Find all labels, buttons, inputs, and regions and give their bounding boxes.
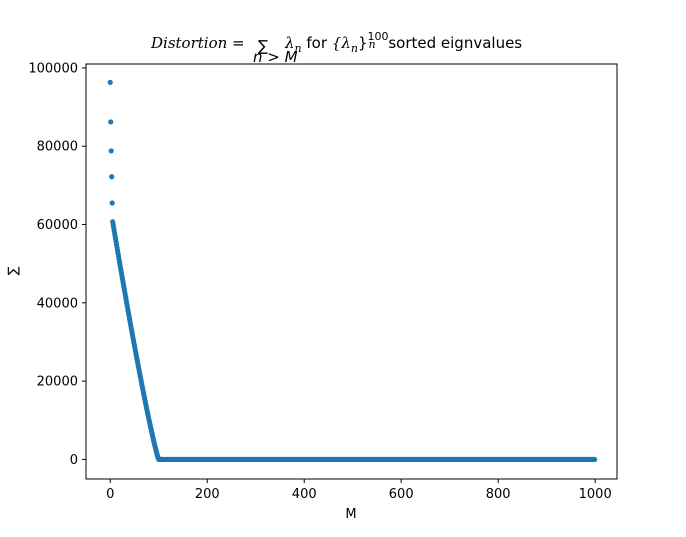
- title-sum-symbol: ∑: [258, 37, 268, 55]
- data-point: [108, 119, 114, 125]
- y-axis-label: ∑: [6, 266, 21, 275]
- title-sum-subscript: n > M: [253, 48, 298, 66]
- svg-text:Distortion =: Distortion =: [150, 34, 245, 52]
- data-point: [109, 200, 115, 206]
- plot-area: [85, 63, 618, 480]
- data-point: [592, 456, 598, 463]
- data-point: [107, 79, 113, 85]
- title-set-inner-sub: n: [351, 42, 358, 55]
- data-point: [108, 148, 114, 154]
- y-tick-label: 0: [70, 453, 78, 468]
- y-tick-label: 80000: [37, 140, 78, 155]
- x-tick-label: 400: [292, 487, 317, 502]
- x-axis-label: M: [345, 507, 356, 522]
- title-tail: sorted eignvalues: [384, 34, 523, 52]
- title-set-outer-sub: n: [368, 38, 375, 51]
- x-tick-label: 800: [486, 487, 511, 502]
- title-lhs: Distortion: [150, 34, 227, 52]
- x-tick-label: 1000: [579, 487, 612, 502]
- x-tick-label: 200: [195, 487, 220, 502]
- title-lambda: λ: [284, 34, 295, 52]
- title-set-close: }: [358, 34, 368, 52]
- y-tick-label: 60000: [37, 218, 78, 233]
- title-for: for: [302, 34, 332, 52]
- data-point: [109, 174, 115, 180]
- x-tick-label: 600: [389, 487, 414, 502]
- title-set-open: {λ: [332, 34, 351, 52]
- y-tick-label: 20000: [37, 375, 78, 390]
- x-tick-label: 0: [106, 487, 114, 502]
- y-tick-label: 40000: [37, 296, 78, 311]
- y-tick-label: 100000: [28, 61, 78, 76]
- title-set-sup: 100: [367, 30, 388, 43]
- chart-title: Distortion = ∑ n > M λn for {λn}100 n sor…: [150, 30, 522, 66]
- title-eq: =: [227, 34, 244, 52]
- scatter-points: [107, 79, 598, 463]
- x-axis-ticks: 0 200 400 600 800 1000: [106, 479, 612, 502]
- title-lambda-sub: n: [295, 42, 302, 55]
- y-axis-ticks: 0 20000 40000 60000 80000 100000: [28, 61, 86, 468]
